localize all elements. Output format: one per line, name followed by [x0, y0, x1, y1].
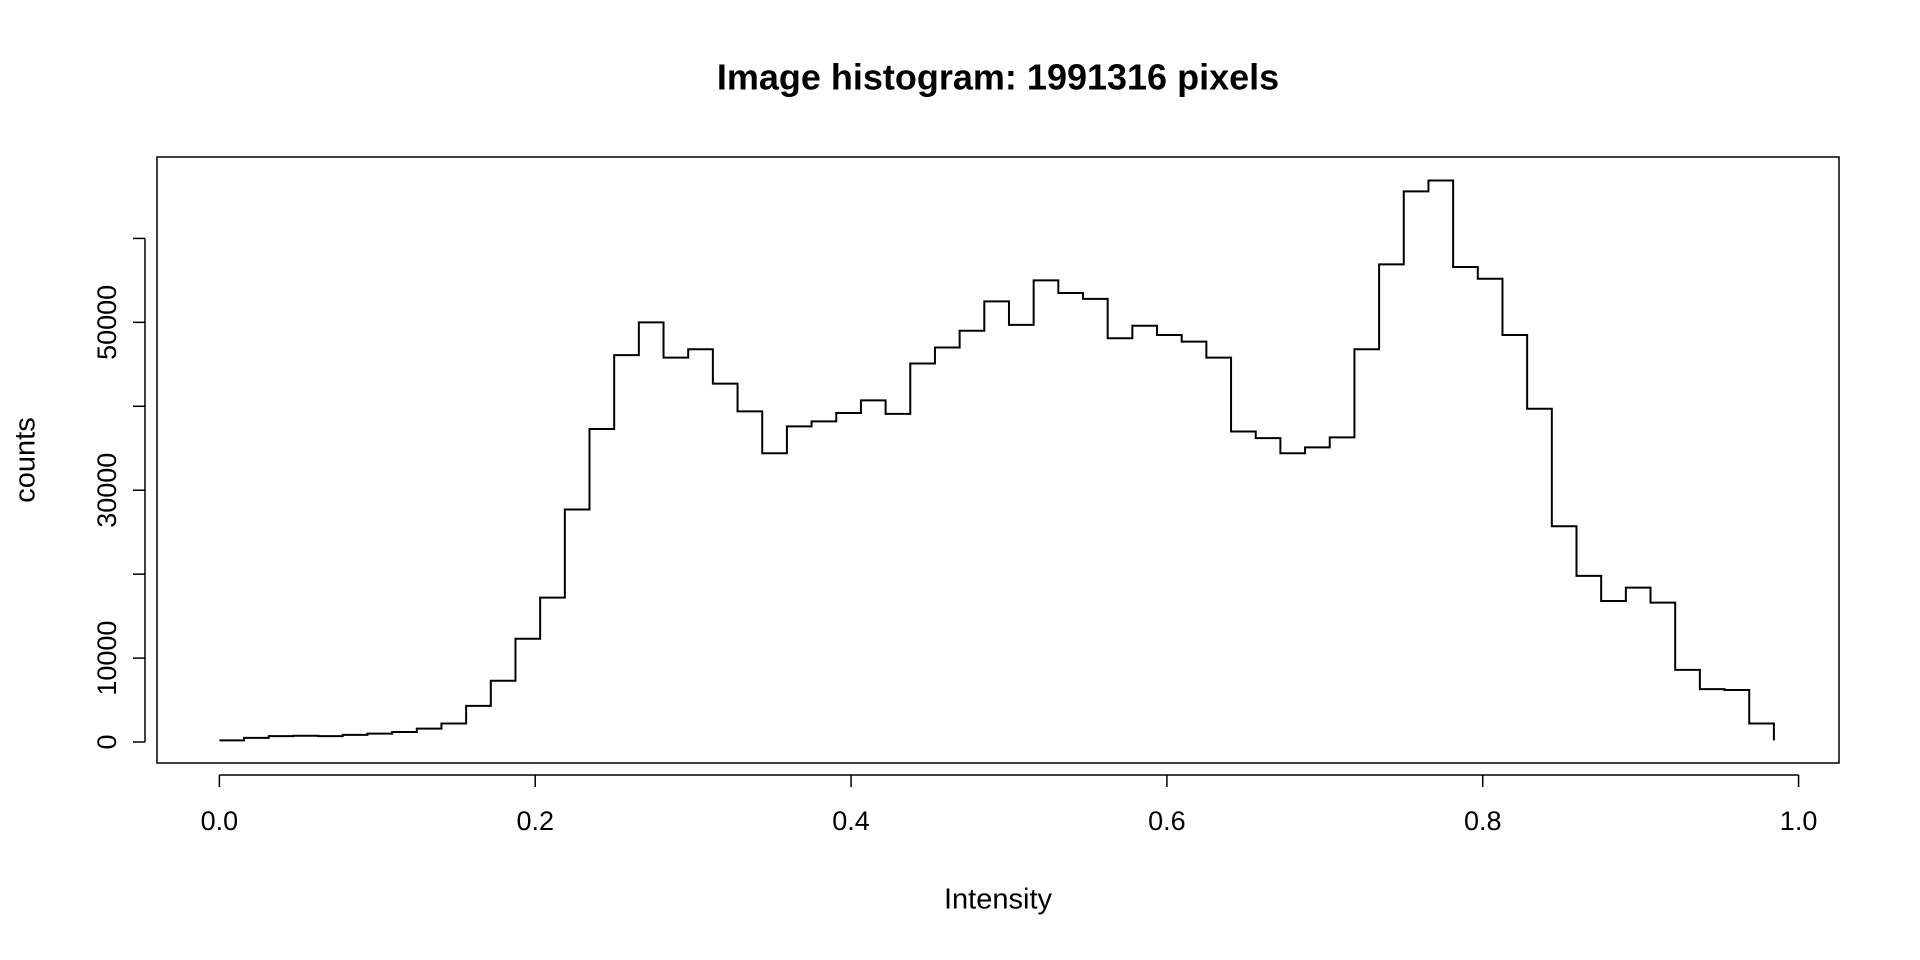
y-tick-label: 50000	[92, 285, 122, 360]
x-tick-label: 0.0	[201, 806, 239, 836]
x-tick-label: 1.0	[1780, 806, 1818, 836]
x-tick-label: 0.2	[516, 806, 554, 836]
x-tick-label: 0.6	[1148, 806, 1186, 836]
y-tick-label: 10000	[92, 621, 122, 696]
x-tick-label: 0.4	[832, 806, 870, 836]
x-axis-label: Intensity	[944, 884, 1052, 916]
histogram-line	[219, 179, 1775, 742]
y-tick-label: 0	[92, 735, 122, 750]
x-tick-label: 0.8	[1464, 806, 1502, 836]
plot-frame	[156, 156, 1840, 764]
chart-title: Image histogram: 1991316 pixels	[717, 57, 1279, 98]
y-axis-label: counts	[10, 417, 42, 502]
y-tick-label: 30000	[92, 453, 122, 528]
